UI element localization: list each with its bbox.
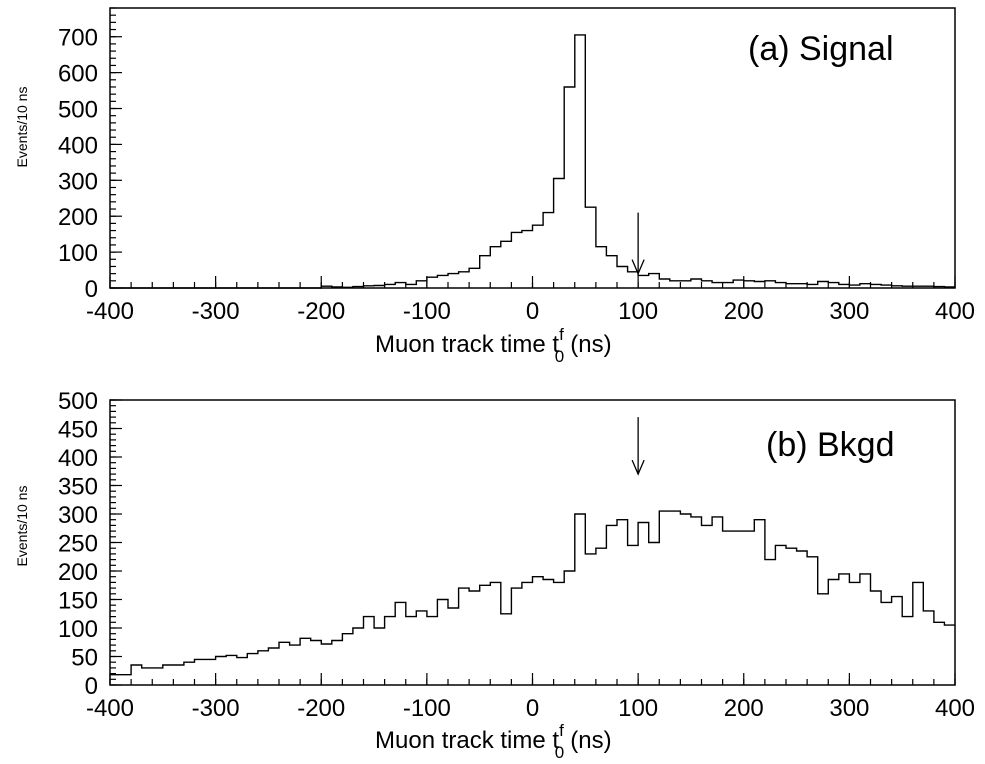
panel-title-signal: (a) Signal xyxy=(748,30,894,68)
y-tick-label: 50 xyxy=(71,645,98,672)
y-tick-label: 0 xyxy=(85,276,98,303)
x-tick-label: 0 xyxy=(526,298,539,325)
y-tick-label: 450 xyxy=(58,417,98,444)
y-tick-label: 0 xyxy=(85,673,98,700)
x-axis-label-signal: Muon track time tf 0 (ns) xyxy=(375,325,612,366)
x-tick-label: -100 xyxy=(403,298,451,325)
x-tick-label: 100 xyxy=(618,298,658,325)
arrow-head xyxy=(631,459,645,476)
y-tick-label: 500 xyxy=(58,388,98,415)
x-tick-label: -200 xyxy=(297,298,345,325)
y-tick-label: 200 xyxy=(58,204,98,231)
x-tick-label: -100 xyxy=(403,695,451,722)
arrow-head xyxy=(631,259,645,276)
x-tick-label: 300 xyxy=(829,298,869,325)
y-tick-label: 300 xyxy=(58,502,98,529)
y-tick-label: 600 xyxy=(58,61,98,88)
x-tick-label: 200 xyxy=(724,695,764,722)
x-tick-label: -300 xyxy=(192,695,240,722)
y-ticks-signal: 0 100 200 300 400 500 600 700 xyxy=(58,7,122,303)
y-tick-label: 200 xyxy=(58,559,98,586)
x-tick-label: -400 xyxy=(86,298,134,325)
x-tick-label: 400 xyxy=(935,695,975,722)
y-tick-label: 400 xyxy=(58,132,98,159)
x-axis-label-background: Muon track time tf 0 (ns) xyxy=(375,721,612,762)
x-tick-label: -300 xyxy=(192,298,240,325)
y-tick-label: 300 xyxy=(58,168,98,195)
y-tick-label: 350 xyxy=(58,474,98,501)
x-ticks-background: -400 -300 -200 -100 0 100 200 300 400 xyxy=(86,673,975,722)
y-tick-label: 100 xyxy=(58,240,98,267)
panel-signal: 0 100 200 300 400 500 600 700 -400 -300 -200 -100 0… xyxy=(14,7,975,366)
x-ticks-signal: -400 -300 -200 -100 0 100 200 300 400 xyxy=(86,276,975,325)
x-tick-label: -200 xyxy=(297,695,345,722)
x-tick-label: 200 xyxy=(724,298,764,325)
cut-arrow-background xyxy=(631,417,645,476)
y-axis-label-background: Events/10 ns xyxy=(14,486,30,567)
cut-arrow-signal xyxy=(631,212,645,276)
x-tick-label: 300 xyxy=(829,695,869,722)
histogram-series-signal xyxy=(110,34,955,289)
x-tick-label: -400 xyxy=(86,695,134,722)
y-tick-label: 150 xyxy=(58,588,98,615)
y-tick-label: 400 xyxy=(58,445,98,472)
y-tick-label: 500 xyxy=(58,97,98,124)
y-tick-label: 100 xyxy=(58,616,98,643)
x-tick-label: 0 xyxy=(526,695,539,722)
histogram-series-background xyxy=(110,510,955,676)
y-axis-label-signal: Events/10 ns xyxy=(14,87,30,168)
y-tick-label: 250 xyxy=(58,531,98,558)
panel-title-background: (b) Bkgd xyxy=(766,426,895,464)
x-tick-label: 100 xyxy=(618,695,658,722)
x-tick-label: 400 xyxy=(935,298,975,325)
y-tick-label: 700 xyxy=(58,25,98,52)
